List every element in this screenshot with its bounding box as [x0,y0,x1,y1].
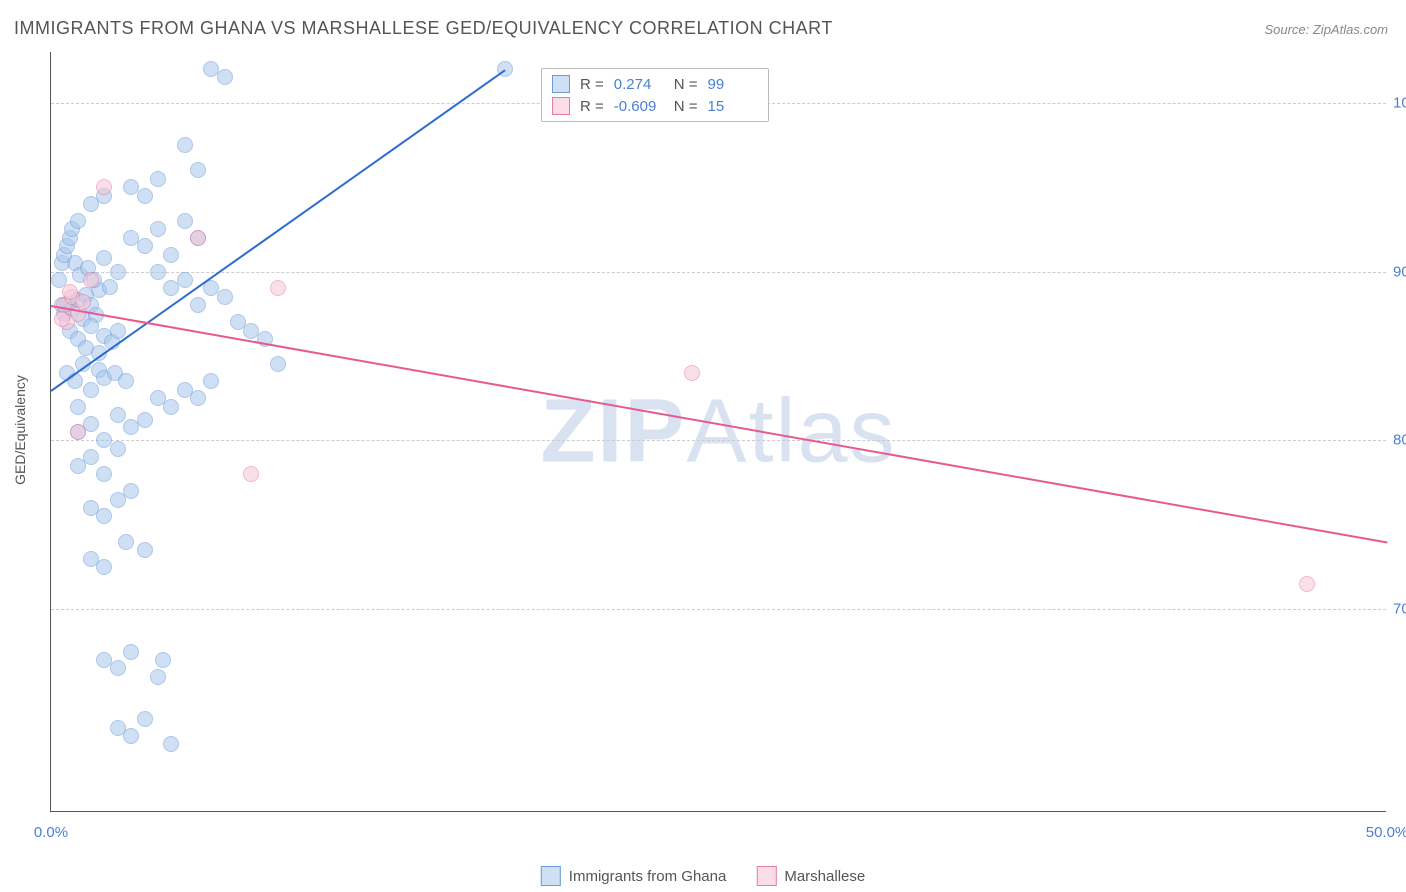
stat-r-value: 0.274 [614,76,664,93]
scatter-point [190,297,206,313]
stat-n-value: 99 [708,76,758,93]
legend-swatch [756,866,776,886]
legend-item: Immigrants from Ghana [541,866,727,886]
scatter-point [110,441,126,457]
scatter-point [96,179,112,195]
y-axis-label: GED/Equivalency [12,375,28,485]
legend-swatch [541,866,561,886]
stat-n-label: N = [674,76,698,93]
watermark-light: Atlas [686,381,896,481]
gridline [51,272,1386,273]
stats-swatch [552,75,570,93]
legend-item: Marshallese [756,866,865,886]
stat-n-value: 15 [708,98,758,115]
scatter-point [137,412,153,428]
scatter-point [70,424,86,440]
scatter-point [96,508,112,524]
source-attribution: Source: ZipAtlas.com [1264,22,1388,37]
scatter-point [270,280,286,296]
scatter-point [163,736,179,752]
watermark: ZIPAtlas [540,380,896,483]
scatter-point [110,264,126,280]
scatter-point [96,250,112,266]
stats-swatch [552,97,570,115]
scatter-point [83,272,99,288]
scatter-point [177,213,193,229]
chart-plot-area: ZIPAtlas 70.0%80.0%90.0%100.0%0.0%50.0%R… [50,52,1386,812]
scatter-point [163,247,179,263]
scatter-point [150,171,166,187]
scatter-point [110,660,126,676]
y-tick-label: 100.0% [1393,94,1406,111]
scatter-point [270,356,286,372]
x-tick-label: 50.0% [1366,824,1406,841]
scatter-point [102,279,118,295]
scatter-point [96,559,112,575]
trend-line [50,69,505,392]
gridline [51,609,1386,610]
scatter-point [137,188,153,204]
scatter-point [177,137,193,153]
scatter-point [123,483,139,499]
scatter-point [684,365,700,381]
scatter-point [243,466,259,482]
scatter-point [70,213,86,229]
scatter-point [137,238,153,254]
y-tick-label: 70.0% [1393,601,1406,618]
scatter-point [155,652,171,668]
stat-r-value: -0.609 [614,98,664,115]
stat-r-label: R = [580,76,604,93]
y-tick-label: 80.0% [1393,432,1406,449]
scatter-point [217,69,233,85]
scatter-point [75,294,91,310]
scatter-point [190,162,206,178]
scatter-point [137,711,153,727]
stats-box: R = 0.274 N = 99 R = -0.609 N = 15 [541,68,769,122]
scatter-point [83,382,99,398]
scatter-point [123,728,139,744]
scatter-point [150,669,166,685]
gridline [51,440,1386,441]
scatter-point [123,644,139,660]
scatter-point [110,323,126,339]
trend-line [51,305,1387,543]
legend-label: Immigrants from Ghana [569,868,727,885]
stats-row: R = 0.274 N = 99 [552,73,758,95]
x-tick-label: 0.0% [34,824,68,841]
scatter-point [150,221,166,237]
scatter-point [96,466,112,482]
scatter-point [217,289,233,305]
legend: Immigrants from Ghana Marshallese [541,866,865,886]
scatter-point [190,230,206,246]
scatter-point [163,399,179,415]
scatter-point [177,272,193,288]
scatter-point [190,390,206,406]
scatter-point [150,264,166,280]
scatter-point [203,373,219,389]
scatter-point [62,284,78,300]
scatter-point [137,542,153,558]
scatter-point [1299,576,1315,592]
scatter-point [110,407,126,423]
scatter-point [54,311,70,327]
scatter-point [70,399,86,415]
stats-row: R = -0.609 N = 15 [552,95,758,117]
stat-n-label: N = [674,98,698,115]
scatter-point [118,373,134,389]
legend-label: Marshallese [784,868,865,885]
stat-r-label: R = [580,98,604,115]
y-tick-label: 90.0% [1393,263,1406,280]
scatter-point [83,449,99,465]
chart-title: IMMIGRANTS FROM GHANA VS MARSHALLESE GED… [14,18,833,39]
scatter-point [118,534,134,550]
